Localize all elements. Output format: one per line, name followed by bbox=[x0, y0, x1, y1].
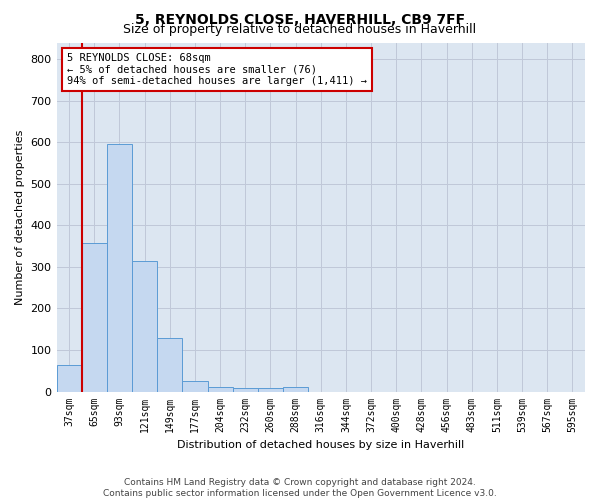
Bar bbox=[157, 338, 182, 392]
X-axis label: Distribution of detached houses by size in Haverhill: Distribution of detached houses by size … bbox=[177, 440, 464, 450]
Bar bbox=[56, 364, 82, 392]
Text: 5, REYNOLDS CLOSE, HAVERHILL, CB9 7FF: 5, REYNOLDS CLOSE, HAVERHILL, CB9 7FF bbox=[135, 12, 465, 26]
Bar bbox=[132, 260, 157, 392]
Bar bbox=[258, 388, 283, 392]
Text: Size of property relative to detached houses in Haverhill: Size of property relative to detached ho… bbox=[124, 22, 476, 36]
Bar bbox=[208, 388, 233, 392]
Text: 5 REYNOLDS CLOSE: 68sqm
← 5% of detached houses are smaller (76)
94% of semi-det: 5 REYNOLDS CLOSE: 68sqm ← 5% of detached… bbox=[67, 53, 367, 86]
Y-axis label: Number of detached properties: Number of detached properties bbox=[15, 130, 25, 304]
Bar bbox=[82, 243, 107, 392]
Bar bbox=[283, 388, 308, 392]
Text: Contains HM Land Registry data © Crown copyright and database right 2024.
Contai: Contains HM Land Registry data © Crown c… bbox=[103, 478, 497, 498]
Bar bbox=[182, 381, 208, 392]
Bar bbox=[233, 388, 258, 392]
Bar bbox=[107, 144, 132, 392]
